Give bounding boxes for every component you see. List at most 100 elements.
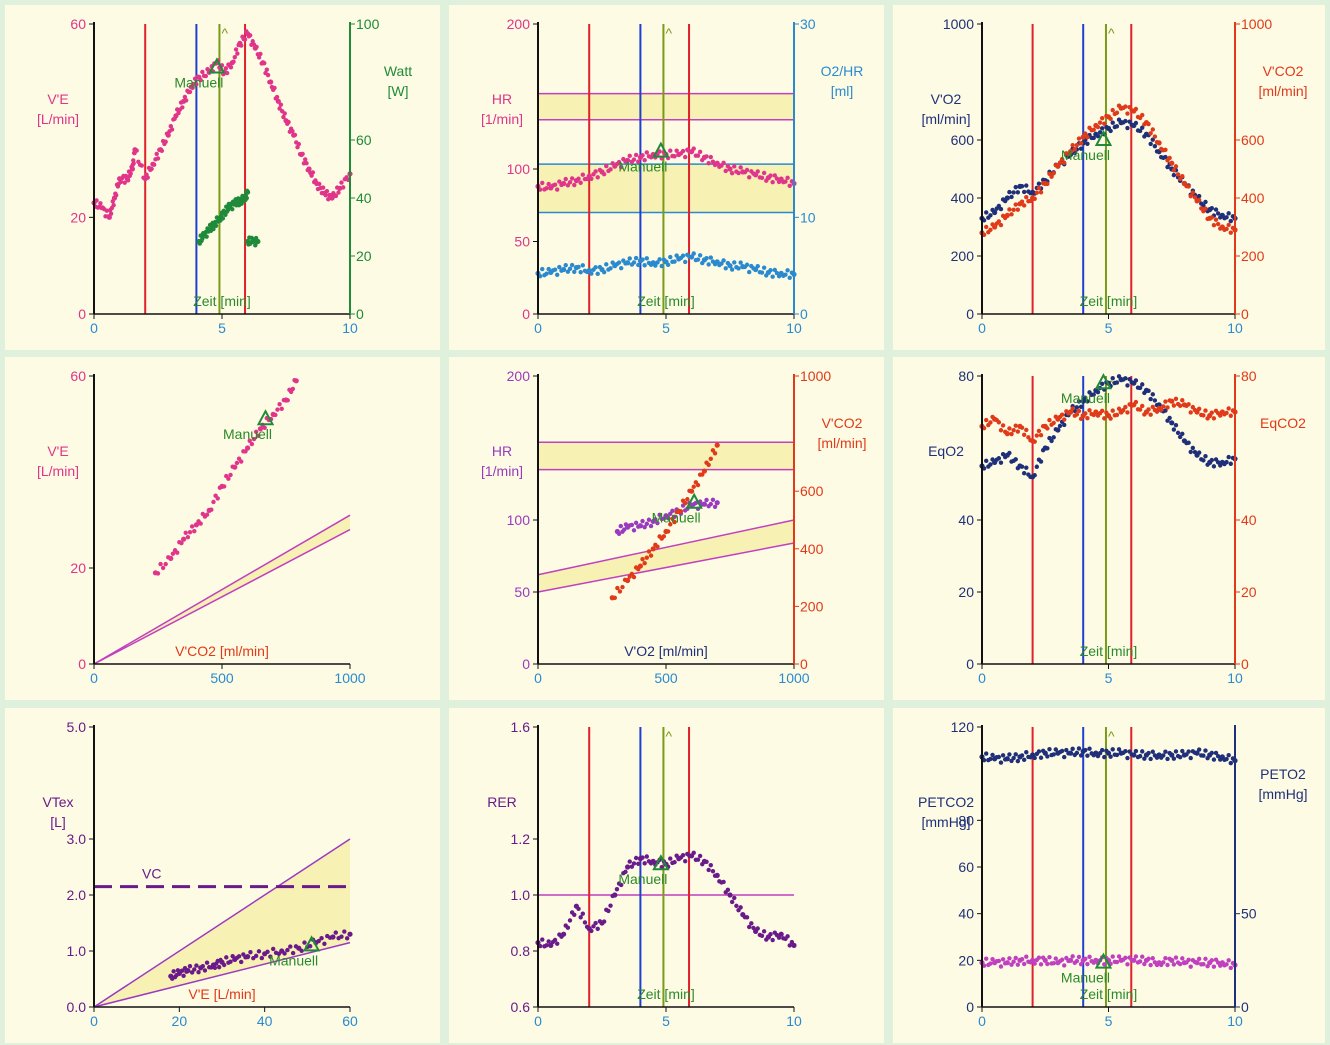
data-point xyxy=(1108,128,1113,134)
data-point xyxy=(738,260,743,265)
data-point xyxy=(1215,221,1221,227)
data-point xyxy=(642,861,647,866)
y-tick-label: 80 xyxy=(958,368,974,384)
chart-svg: 0 500 1000050100200HR[1/min]02004006001000… xyxy=(481,368,867,686)
data-point xyxy=(1036,749,1042,754)
data-point xyxy=(1007,426,1012,431)
data-point xyxy=(330,934,336,940)
data-point xyxy=(1226,753,1231,758)
data-point xyxy=(1140,382,1145,387)
x-axis-label: Zeit [min] xyxy=(1080,986,1138,1002)
manuell-marker-triangle[interactable] xyxy=(652,854,670,871)
right-axis-label: Watt xyxy=(384,63,412,79)
data-point xyxy=(565,925,571,930)
data-point xyxy=(723,168,728,174)
data-point xyxy=(290,128,295,134)
data-point xyxy=(1226,958,1231,963)
data-point xyxy=(1188,449,1193,455)
data-point xyxy=(1150,137,1155,142)
data-point xyxy=(1045,754,1050,759)
data-point xyxy=(1036,955,1042,960)
data-point xyxy=(680,148,686,154)
data-point xyxy=(685,497,690,502)
data-point xyxy=(1224,459,1229,465)
data-point xyxy=(1171,427,1177,432)
data-point xyxy=(1161,753,1166,758)
data-point xyxy=(738,905,743,910)
data-point xyxy=(1095,389,1101,395)
x-tick-label: 10 xyxy=(786,1013,802,1029)
manuell-marker-triangle[interactable] xyxy=(302,935,321,952)
data-point xyxy=(200,964,205,969)
data-point xyxy=(1226,406,1231,411)
data-point xyxy=(729,267,735,272)
data-point xyxy=(783,179,788,184)
data-point xyxy=(224,70,230,76)
data-point xyxy=(683,501,688,506)
manuell-marker-triangle[interactable] xyxy=(685,492,703,509)
data-point xyxy=(145,175,150,180)
data-point xyxy=(998,760,1004,765)
data-point xyxy=(1125,111,1130,116)
data-point xyxy=(1057,423,1063,429)
data-point xyxy=(326,197,331,202)
y-axis-label: [L/min] xyxy=(37,111,79,127)
data-point xyxy=(271,946,276,952)
y-axis-label: [L/min] xyxy=(37,463,79,479)
data-point xyxy=(774,270,780,276)
manuell-marker-triangle[interactable] xyxy=(1094,952,1113,969)
data-point xyxy=(1085,141,1090,146)
data-point xyxy=(1123,955,1128,961)
manuell-marker-triangle[interactable] xyxy=(208,57,226,74)
chart-svg: ^0 5 10020406080120PETCO2[mmHg]050PETO2[mm… xyxy=(918,719,1308,1029)
data-point xyxy=(1076,954,1082,960)
data-point xyxy=(1036,181,1042,186)
data-point xyxy=(1213,750,1219,756)
data-point xyxy=(1165,756,1170,762)
manuell-marker-triangle[interactable] xyxy=(652,141,670,158)
data-point xyxy=(1070,406,1075,411)
manuell-annotation: Manuell xyxy=(652,510,701,526)
data-point xyxy=(1007,450,1012,456)
data-point xyxy=(744,915,750,920)
right-tick-label: 60 xyxy=(356,132,372,148)
data-point xyxy=(1087,954,1092,960)
data-point xyxy=(1004,195,1010,201)
data-point xyxy=(631,260,637,265)
data-point xyxy=(249,441,255,447)
data-point xyxy=(239,459,244,464)
data-point xyxy=(1102,754,1107,760)
data-point xyxy=(1074,750,1080,756)
data-point xyxy=(706,462,711,468)
chart-panel: ^ 0 5 10 0.6 0.8 1.0 1.2 1.6 RER Zeit [min] Manuell xyxy=(449,708,884,1043)
x-axis-label: Zeit [min] xyxy=(1080,643,1138,659)
data-point xyxy=(1169,420,1175,426)
data-point xyxy=(1074,412,1080,417)
right-axis-label: [ml/min] xyxy=(818,435,867,451)
x-tick-label: 0 xyxy=(534,320,542,336)
data-point xyxy=(1123,749,1128,754)
data-point xyxy=(537,187,543,192)
manuell-marker-triangle[interactable] xyxy=(1094,373,1113,390)
data-point xyxy=(1140,112,1145,118)
data-point xyxy=(235,51,240,56)
data-point xyxy=(683,154,688,160)
right-tick-label: 10 xyxy=(800,209,816,225)
data-point xyxy=(778,931,784,937)
right-axis-label: EqCO2 xyxy=(1260,415,1306,431)
data-point xyxy=(629,571,635,577)
data-point xyxy=(1076,408,1082,414)
manuell-marker-triangle[interactable] xyxy=(256,409,275,426)
data-point xyxy=(320,185,326,190)
x-tick-label: 1000 xyxy=(778,670,809,686)
manuell-marker-triangle[interactable] xyxy=(1094,129,1113,146)
data-point xyxy=(1055,163,1061,169)
data-point xyxy=(277,402,282,407)
data-point xyxy=(232,464,238,470)
manuell-annotation: Manuell xyxy=(1061,390,1110,406)
series-navy xyxy=(979,117,1238,224)
data-point xyxy=(672,259,677,264)
data-point xyxy=(546,939,551,944)
data-point xyxy=(163,561,168,567)
data-point xyxy=(674,148,679,153)
